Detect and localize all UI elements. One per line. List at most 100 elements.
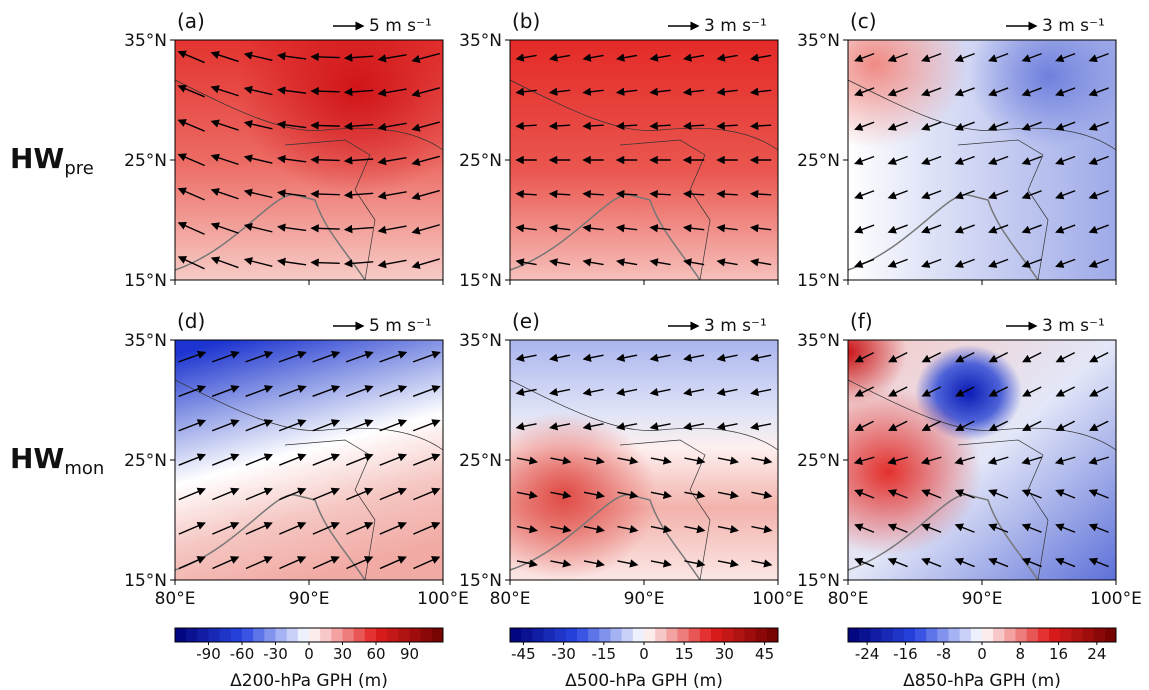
wind-vector (887, 523, 908, 533)
wind-vector (411, 189, 440, 201)
wind-vector (617, 559, 639, 568)
wind-vector (549, 53, 571, 62)
colorbar-cell (309, 628, 321, 642)
wind-vector (649, 224, 671, 233)
lat-tick-label: 15°N (124, 571, 167, 591)
wind-vector (854, 523, 875, 533)
wind-vector (1055, 52, 1076, 63)
colorbar-cell (175, 628, 187, 642)
colorbar-cell (253, 628, 265, 642)
row-sub: pre (64, 158, 94, 179)
panel-label: (e) (512, 309, 540, 333)
wind-vector (955, 386, 975, 397)
colorbar-cell (903, 628, 916, 642)
wind-vector (1022, 420, 1042, 431)
colorbar-cell (376, 628, 388, 642)
wind-vector (549, 422, 571, 431)
field (510, 340, 778, 580)
wind-vector (683, 387, 705, 397)
wind-vector (177, 221, 205, 235)
wind-vector (649, 87, 671, 96)
colorbar-cell (677, 628, 690, 642)
colorbar-cell (1049, 628, 1061, 642)
wind-vector (854, 386, 875, 397)
wind-vector (343, 156, 374, 165)
wind-vector (212, 521, 240, 535)
wind-vector (650, 490, 672, 499)
wind-vector (921, 420, 942, 431)
wind-vector (988, 386, 1009, 397)
wind-vector (749, 121, 772, 131)
lat-tick-label: 25°N (797, 151, 840, 171)
lat-tick-label: 35°N (797, 331, 840, 351)
colorbar-cell (766, 628, 779, 642)
wind-vector (245, 350, 274, 363)
wind-vector (1088, 456, 1110, 465)
colorbar-cell (970, 628, 983, 642)
wind-vector (921, 258, 942, 268)
wind-vector (751, 456, 773, 465)
wind-vector (343, 53, 374, 62)
wind-vector (379, 350, 408, 363)
wind-vector (178, 521, 206, 535)
wind-vector (650, 456, 672, 465)
wind-vector (310, 189, 340, 199)
colorbar-cell (722, 628, 734, 642)
wind-vector (178, 419, 207, 432)
wind-vector (412, 385, 441, 397)
wind-vector (750, 258, 772, 267)
wind-vector (649, 189, 671, 199)
wind-vector (1021, 523, 1042, 533)
colorbar-tick-label: 45 (755, 645, 774, 663)
colorbar-tick-label: 8 (1016, 645, 1026, 663)
wind-vector (379, 453, 408, 466)
wind-vector (515, 87, 537, 96)
colorbar-cell (398, 628, 410, 642)
wind-vector (682, 224, 705, 233)
wind-vector (954, 190, 975, 200)
wind-vector (954, 557, 975, 568)
wind-vector (649, 387, 671, 397)
wind-vector (583, 490, 605, 499)
wind-vector (684, 490, 706, 499)
colorbar-cell (915, 628, 927, 642)
lon-tick-label: 100°E (1090, 589, 1142, 609)
reference-vector-label: 3 m s⁻¹ (704, 316, 767, 336)
wind-vector (1055, 557, 1076, 568)
colorbar-tick-label: 0 (304, 645, 314, 663)
colorbar-tick-label: 24 (1087, 645, 1106, 663)
wind-vector (920, 456, 942, 465)
wind-vector (210, 50, 239, 63)
wind-vector (954, 52, 975, 63)
row-label: HWmon (10, 442, 104, 479)
lat-tick-label: 35°N (124, 331, 167, 351)
wind-vector (210, 188, 239, 200)
wind-vector (921, 386, 942, 397)
wind-vector (749, 87, 772, 96)
wind-vector (716, 387, 738, 397)
colorbar-cell (1015, 628, 1028, 642)
wind-vector (1021, 52, 1042, 63)
wind-vector (717, 490, 739, 499)
wind-vector (411, 155, 440, 166)
wind-vector (343, 224, 374, 234)
wind-vector (649, 53, 671, 62)
wind-vector (178, 385, 207, 397)
lat-tick-label: 15°N (124, 271, 167, 291)
wind-vector (649, 121, 671, 131)
colorbar-cell (666, 628, 678, 642)
wind-vector (1022, 386, 1042, 397)
wind-vector (243, 188, 273, 199)
wind-vector (750, 53, 772, 62)
wind-vector (379, 521, 407, 535)
wind-vector (1088, 557, 1109, 568)
wind-vector (516, 559, 538, 568)
colorbar-cell (1093, 628, 1106, 642)
wind-vector (887, 155, 908, 165)
colorbar-tick-label: 60 (366, 645, 385, 663)
wind-vector (377, 191, 407, 200)
wind-vector (954, 489, 975, 499)
wind-vector (887, 258, 908, 268)
colorbar-tick-label: -16 (893, 645, 918, 663)
